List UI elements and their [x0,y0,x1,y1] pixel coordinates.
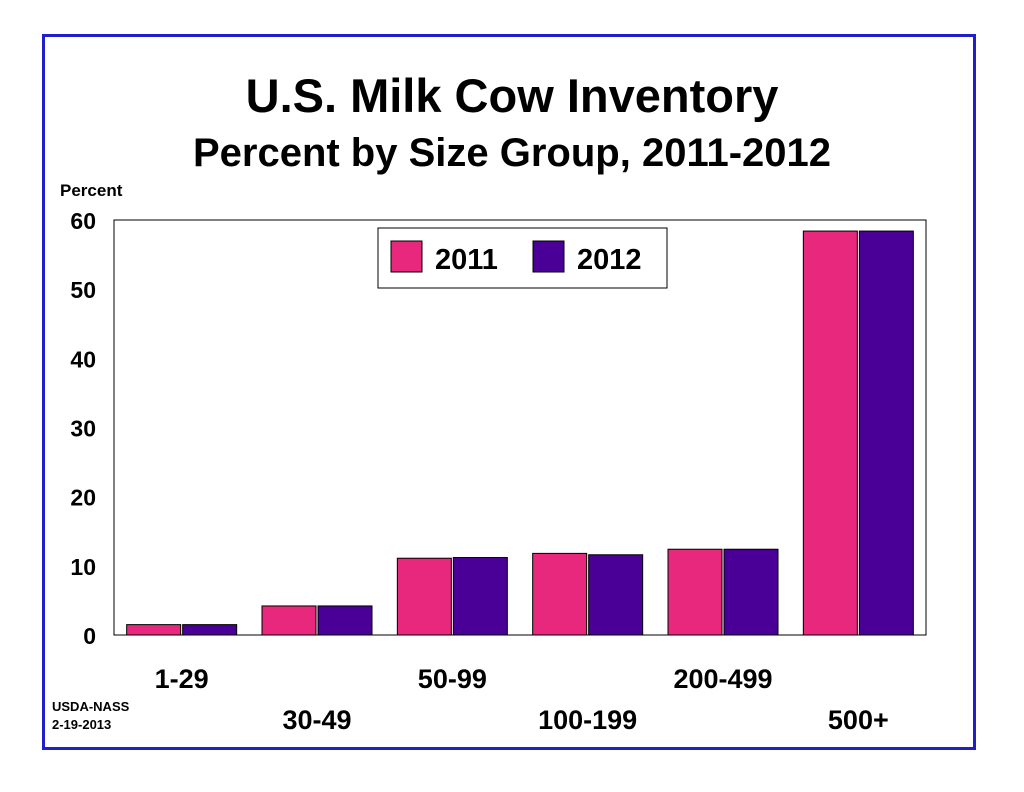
chart-subtitle: Percent by Size Group, 2011-2012 [192,131,832,175]
x-tick-label: 200-499 [673,664,772,694]
y-tick-label: 10 [70,554,96,580]
x-tick-label: 50-99 [418,664,487,694]
bar-2011-30-49 [261,605,317,636]
bar-2011-100-199 [532,552,588,636]
y-tick-label: 30 [70,416,96,442]
source-note: USDA-NASS 2-19-2013 [52,698,129,734]
source-agency: USDA-NASS [52,699,130,714]
y-tick-label: 40 [70,346,96,372]
bar-2011-50-99 [396,557,452,636]
y-tick-label: 0 [83,623,96,649]
bar-2011-1-29 [126,624,182,636]
bar-2012-200-499 [723,548,779,636]
legend-label-2011: 2011 [435,244,498,276]
x-tick-label: 30-49 [282,705,351,735]
bar-2012-500+ [858,230,914,636]
bar-2012-50-99 [452,557,508,636]
y-tick-label: 20 [70,485,96,511]
chart-frame [42,34,976,750]
y-tick-label: 50 [70,277,96,303]
chart-title: U.S. Milk Cow Inventory [245,69,779,122]
x-tick-label: 100-199 [538,705,637,735]
legend-swatch-2012 [532,240,565,273]
bar-2011-500+ [802,230,858,636]
bar-2012-1-29 [182,624,238,636]
legend-label-2012: 2012 [577,244,642,276]
x-tick-label: 1-29 [155,664,209,694]
y-axis-label: Percent [60,181,123,200]
bar-2012-100-199 [588,554,644,636]
x-tick-label: 500+ [828,705,889,735]
y-tick-label: 60 [70,208,96,234]
bar-2012-30-49 [317,605,373,636]
legend [377,227,668,289]
source-date: 2-19-2013 [52,717,112,732]
bar-2011-200-499 [667,548,723,636]
plot-area [113,219,927,636]
legend-swatch-2011 [390,240,423,273]
